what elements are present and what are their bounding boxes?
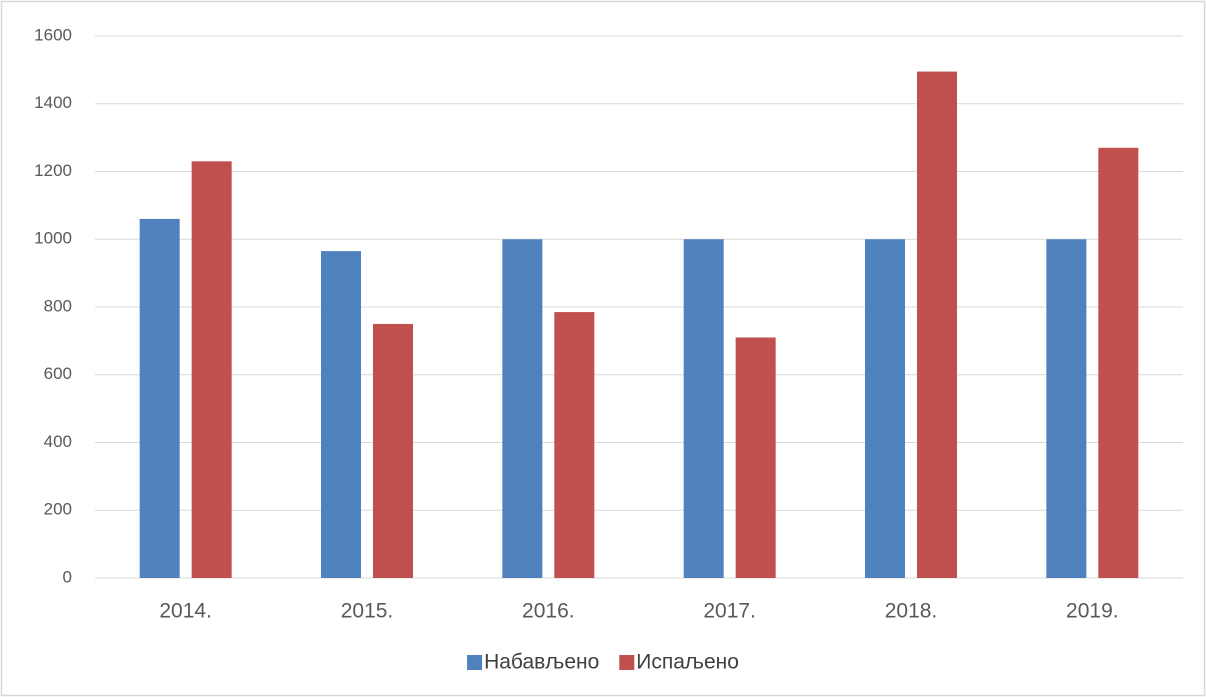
bar — [865, 239, 905, 578]
y-tick-label: 1000 — [34, 229, 72, 248]
bar — [373, 323, 413, 578]
x-tick-label: 2016. — [522, 600, 575, 623]
x-tick-label: 2018. — [885, 600, 938, 623]
x-tick-label: 2019. — [1066, 600, 1119, 623]
bar — [1046, 239, 1087, 578]
y-tick-label: 200 — [44, 500, 72, 519]
bar — [191, 161, 232, 578]
x-tick-label: 2014. — [159, 600, 212, 623]
bar — [735, 337, 776, 578]
y-tick-label: 600 — [44, 364, 72, 383]
y-tick-label: 1200 — [34, 161, 72, 180]
y-tick-label: 400 — [44, 432, 72, 451]
bar — [321, 251, 361, 578]
x-tick-label: 2015. — [341, 600, 394, 623]
bar — [1098, 147, 1139, 578]
bar — [139, 218, 180, 579]
y-tick-label: 0 — [63, 567, 72, 586]
legend-swatch — [467, 655, 483, 670]
bar — [683, 239, 724, 578]
bar — [554, 312, 595, 578]
x-tick-label: 2017. — [703, 600, 756, 623]
y-tick-label: 1400 — [34, 93, 72, 112]
bar — [502, 239, 543, 578]
y-tick-label: 800 — [44, 296, 72, 315]
legend-swatch — [619, 655, 635, 670]
y-tick-label: 1600 — [34, 25, 72, 44]
legend-label: Испаљено — [636, 651, 739, 674]
legend-label: Набављено — [484, 651, 599, 674]
bar — [917, 71, 957, 578]
